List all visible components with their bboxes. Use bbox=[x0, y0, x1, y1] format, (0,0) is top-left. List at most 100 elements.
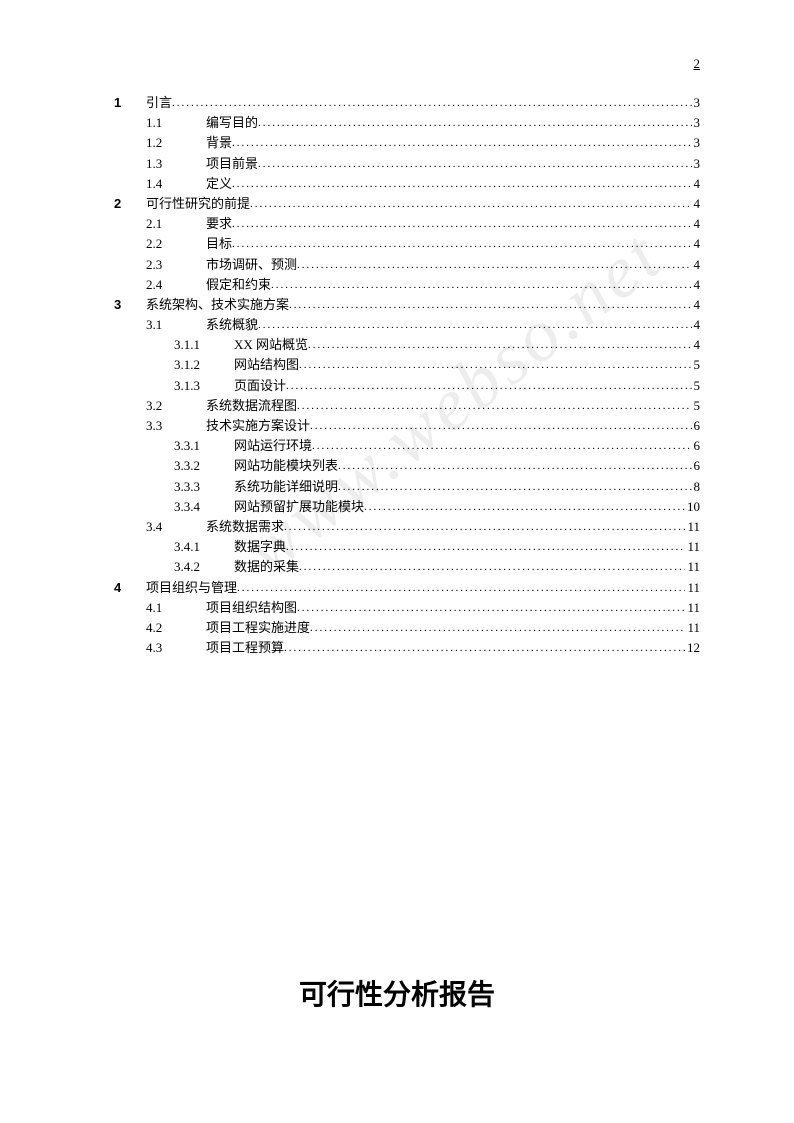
toc-entry-number: 4 bbox=[114, 581, 146, 594]
toc-leader-dots bbox=[310, 623, 685, 634]
toc-entry-number: 2.3 bbox=[114, 258, 206, 271]
toc-leader-dots bbox=[364, 502, 685, 513]
toc-leader-dots bbox=[299, 360, 691, 371]
toc-entry-title: 系统概貌 bbox=[206, 318, 258, 331]
toc-entry-page: 11 bbox=[685, 560, 700, 573]
toc-entry-title: 系统数据需求 bbox=[206, 520, 284, 533]
toc-entry-title: 页面设计 bbox=[234, 379, 286, 392]
toc-entry-number: 1.2 bbox=[114, 136, 206, 149]
toc-entry-number: 4.3 bbox=[114, 641, 206, 654]
toc-entry-title: 假定和约束 bbox=[206, 278, 271, 291]
toc-entry-number: 3.4.2 bbox=[114, 560, 234, 573]
toc-entry-title: 数据字典 bbox=[234, 540, 286, 553]
toc-entry-page: 10 bbox=[685, 500, 700, 513]
toc-entry: 3.1.3页面设计 5 bbox=[114, 379, 700, 393]
toc-entry: 3系统架构、技术实施方案4 bbox=[114, 298, 700, 312]
toc-entry-title: 技术实施方案设计 bbox=[206, 419, 310, 432]
toc-leader-dots bbox=[284, 643, 685, 654]
toc-leader-dots bbox=[297, 260, 691, 271]
toc-entry: 3.3.2网站功能模块列表 6 bbox=[114, 459, 700, 473]
toc-entry-title: 项目组织结构图 bbox=[206, 601, 297, 614]
toc-entry-page: 3 bbox=[692, 96, 701, 109]
toc-entry-title: 项目工程预算 bbox=[206, 641, 284, 654]
toc-entry-page: 4 bbox=[692, 217, 701, 230]
toc-entry: 2.2目标4 bbox=[114, 237, 700, 251]
toc-entry-page: 3 bbox=[692, 157, 701, 170]
toc-entry-number: 2.4 bbox=[114, 278, 206, 291]
toc-entry-page: 5 bbox=[692, 399, 701, 412]
toc-entry: 2.3市场调研、预测4 bbox=[114, 258, 700, 272]
toc-entry-page: 6 bbox=[692, 459, 701, 472]
toc-leader-dots bbox=[338, 461, 691, 472]
toc-entry-number: 4.2 bbox=[114, 621, 206, 634]
toc-leader-dots bbox=[258, 118, 691, 129]
toc-entry-number: 3.1.1 bbox=[114, 338, 234, 351]
toc-leader-dots bbox=[308, 340, 691, 351]
toc-entry-page: 4 bbox=[692, 237, 701, 250]
toc-entry: 4.1项目组织结构图 11 bbox=[114, 601, 700, 615]
toc-entry: 4.2项目工程实施进度11 bbox=[114, 621, 700, 635]
toc-leader-dots bbox=[232, 239, 691, 250]
toc-entry-page: 11 bbox=[685, 621, 700, 634]
toc-entry-number: 3.4.1 bbox=[114, 540, 234, 553]
toc-entry: 3.1.2网站结构图5 bbox=[114, 358, 700, 372]
toc-entry: 3.4.2数据的采集11 bbox=[114, 560, 700, 574]
toc-entry-number: 1.4 bbox=[114, 177, 206, 190]
toc-entry-title: 可行性研究的前提 bbox=[146, 197, 250, 210]
toc-entry: 1.3项目前景 3 bbox=[114, 157, 700, 171]
toc-entry-title: 网站功能模块列表 bbox=[234, 459, 338, 472]
report-title: 可行性分析报告 bbox=[0, 973, 794, 1013]
toc-leader-dots bbox=[172, 98, 691, 109]
toc-entry-number: 3.3.2 bbox=[114, 459, 234, 472]
toc-entry-number: 3.4 bbox=[114, 520, 206, 533]
toc-entry: 3.4.1数据字典 11 bbox=[114, 540, 700, 554]
toc-entry-number: 3.3.4 bbox=[114, 500, 234, 513]
toc-entry-title: 系统功能详细说明 bbox=[234, 480, 338, 493]
toc-entry: 1引言 3 bbox=[114, 96, 700, 110]
toc-entry-title: 项目前景 bbox=[206, 157, 258, 170]
toc-entry-page: 11 bbox=[685, 520, 700, 533]
toc-leader-dots bbox=[232, 219, 691, 230]
toc-entry-number: 1.1 bbox=[114, 116, 206, 129]
toc-leader-dots bbox=[310, 421, 691, 432]
toc-entry-title: 网站预留扩展功能模块 bbox=[234, 500, 364, 513]
toc-entry-page: 4 bbox=[692, 258, 701, 271]
toc-entry-number: 3.1.2 bbox=[114, 358, 234, 371]
toc-entry-title: 引言 bbox=[146, 96, 172, 109]
toc-entry-page: 3 bbox=[692, 136, 701, 149]
toc-entry: 2可行性研究的前提4 bbox=[114, 197, 700, 211]
toc-entry: 3.3.3系统功能详细说明 8 bbox=[114, 480, 700, 494]
toc-entry: 2.4假定和约束 4 bbox=[114, 278, 700, 292]
toc-entry-number: 1 bbox=[114, 96, 146, 109]
toc-entry-page: 5 bbox=[692, 358, 701, 371]
toc-entry-page: 12 bbox=[685, 641, 700, 654]
toc-entry-number: 1.3 bbox=[114, 157, 206, 170]
toc-leader-dots bbox=[297, 401, 691, 412]
page-number: 2 bbox=[694, 56, 701, 72]
toc-entry-page: 8 bbox=[692, 480, 701, 493]
toc-entry-page: 4 bbox=[692, 278, 701, 291]
toc-leader-dots bbox=[286, 381, 691, 392]
toc-entry-number: 3.3 bbox=[114, 419, 206, 432]
toc-entry: 4.3项目工程预算 12 bbox=[114, 641, 700, 655]
toc-entry-page: 5 bbox=[692, 379, 701, 392]
toc-entry-page: 4 bbox=[692, 177, 701, 190]
toc-entry-page: 11 bbox=[685, 540, 700, 553]
toc-entry-number: 4.1 bbox=[114, 601, 206, 614]
toc-entry-page: 11 bbox=[685, 601, 700, 614]
toc-entry-number: 3.1.3 bbox=[114, 379, 234, 392]
toc-leader-dots bbox=[232, 138, 691, 149]
toc-entry-number: 3.3.3 bbox=[114, 480, 234, 493]
toc-entry: 3.1系统概貌4 bbox=[114, 318, 700, 332]
toc-entry-number: 3 bbox=[114, 298, 146, 311]
toc-leader-dots bbox=[250, 199, 691, 210]
toc-entry-title: 系统架构、技术实施方案 bbox=[146, 298, 289, 311]
toc-leader-dots bbox=[232, 179, 691, 190]
toc-leader-dots bbox=[284, 522, 685, 533]
toc-entry: 4项目组织与管理11 bbox=[114, 581, 700, 595]
toc-leader-dots bbox=[286, 542, 685, 553]
toc-entry-title: 网站运行环境 bbox=[234, 439, 312, 452]
toc-entry-number: 2 bbox=[114, 197, 146, 210]
toc-entry-page: 6 bbox=[692, 419, 701, 432]
toc-leader-dots bbox=[258, 159, 691, 170]
